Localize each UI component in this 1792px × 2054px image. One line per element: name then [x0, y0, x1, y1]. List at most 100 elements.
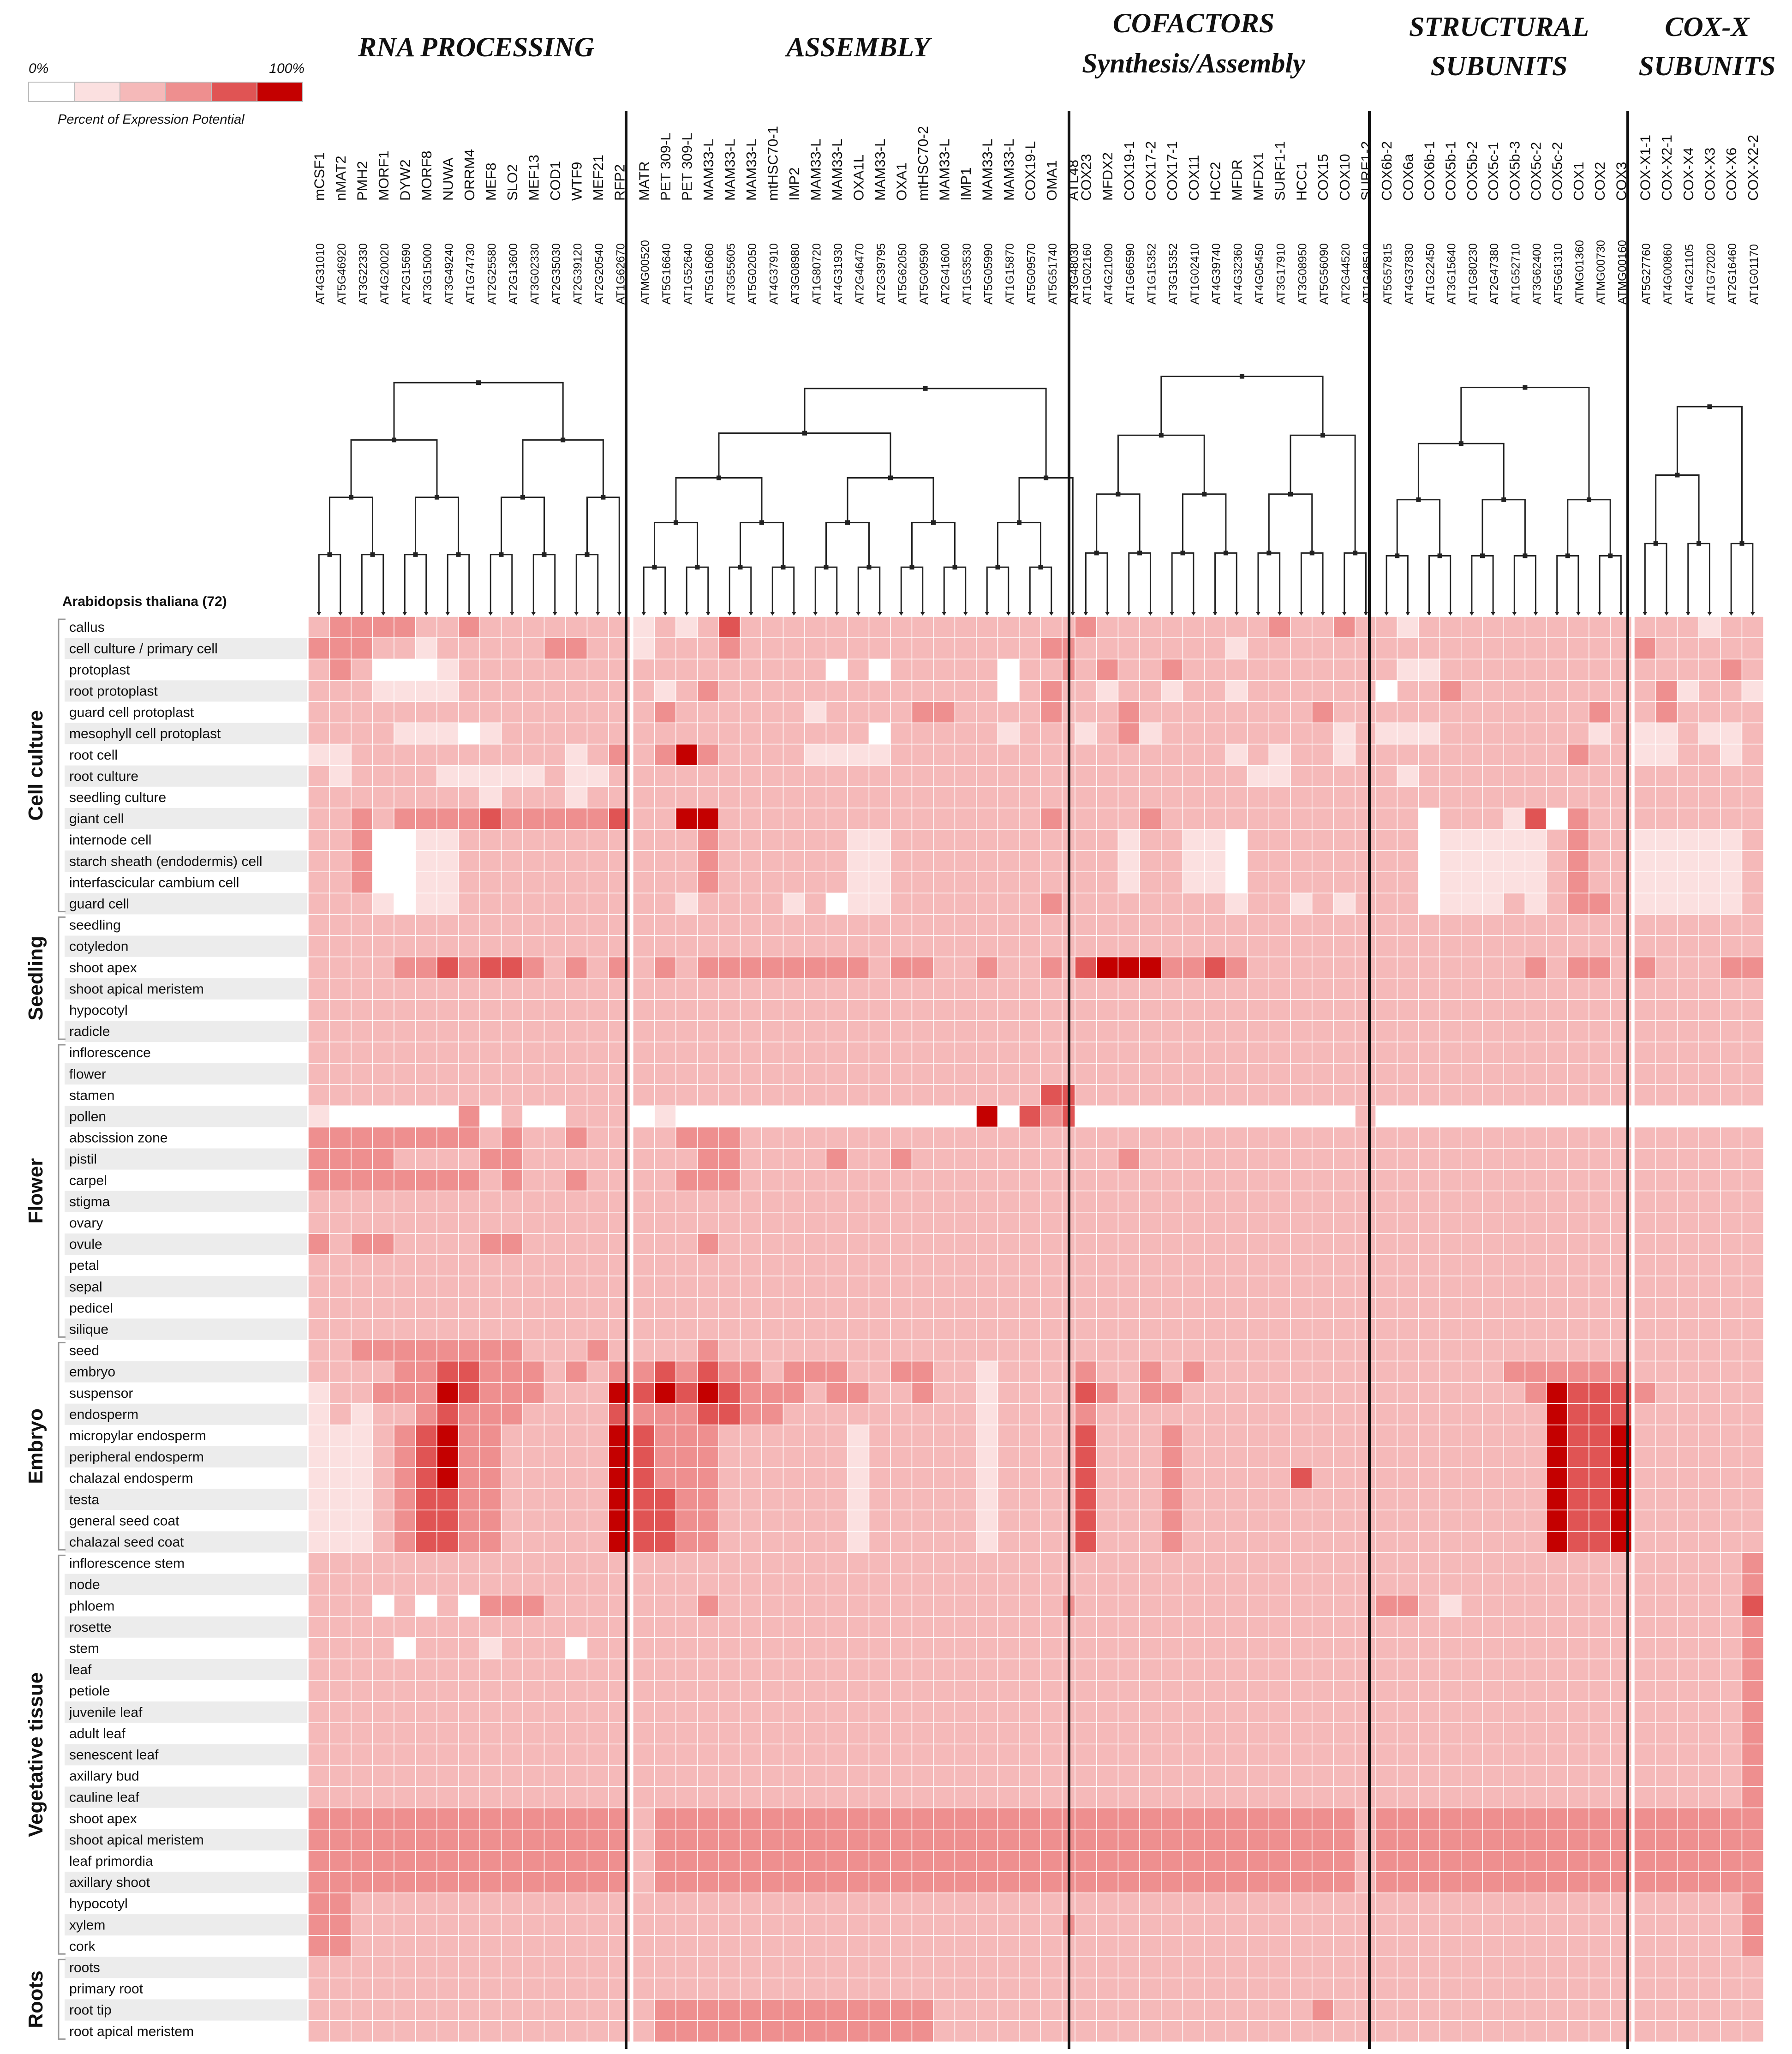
heatmap-cell: [976, 1318, 998, 1341]
heatmap-cell: [1524, 1871, 1547, 1893]
heatmap-cell: [1355, 1573, 1377, 1596]
heatmap-cell: [522, 1892, 545, 1915]
heatmap-cell: [804, 722, 827, 745]
heatmap-cell: [1741, 935, 1764, 958]
heatmap-cell: [415, 1594, 437, 1617]
heatmap-cell: [522, 1999, 545, 2021]
heatmap-cell: [718, 1765, 741, 1787]
heatmap-cell: [1503, 1999, 1526, 2021]
heatmap-cell: [825, 956, 848, 979]
gene-id-label: AT4G05450: [1253, 243, 1266, 305]
heatmap-cell: [1698, 1807, 1721, 1830]
heatmap-cell: [697, 1467, 719, 1489]
heatmap-cell: [1698, 1360, 1721, 1383]
heatmap-cell: [1567, 1722, 1589, 1745]
row-label: radicle: [69, 1024, 110, 1039]
heatmap-cell: [1182, 1105, 1205, 1128]
heatmap-cell: [633, 1552, 655, 1575]
heatmap-cell: [394, 1254, 416, 1276]
heatmap-cell: [976, 1233, 998, 1255]
heatmap-cell: [997, 977, 1020, 1000]
heatmap-cell: [761, 1190, 784, 1213]
heatmap-cell: [544, 1552, 566, 1575]
heatmap-cell: [761, 1659, 784, 1681]
heatmap-cell: [1075, 808, 1097, 830]
heatmap-cell: [1311, 1084, 1334, 1107]
heatmap-cell: [718, 659, 741, 681]
heatmap-cell: [1311, 956, 1334, 979]
heatmap-cell: [740, 1722, 762, 1745]
heatmap-cell: [1397, 701, 1419, 724]
heatmap-cell: [1567, 1594, 1589, 1617]
dendrogram-leaf-marker: [1707, 612, 1712, 616]
heatmap-cell: [1698, 1999, 1721, 2021]
heatmap-cell: [372, 1382, 394, 1404]
heatmap-cell: [458, 1403, 480, 1425]
row-band: [65, 1106, 307, 1127]
heatmap-cell: [1634, 1871, 1656, 1893]
heatmap-cell: [1040, 1914, 1063, 1936]
heatmap-cell: [1546, 1318, 1568, 1341]
heatmap-cell: [1589, 1531, 1611, 1553]
heatmap-cell: [1161, 1446, 1183, 1468]
heatmap-cell: [522, 1573, 545, 1596]
heatmap-cell: [1375, 659, 1398, 681]
heatmap-cell: [479, 999, 502, 1021]
heatmap-cell: [1333, 1169, 1356, 1192]
heatmap-cell: [1311, 1977, 1334, 2000]
heatmap-cell: [1333, 659, 1356, 681]
heatmap-cell: [1418, 1935, 1440, 1958]
heatmap-cell: [372, 1573, 394, 1596]
heatmap-cell: [522, 1509, 545, 1532]
heatmap-cell: [890, 1190, 913, 1213]
heatmap-cell: [1139, 1999, 1162, 2021]
heatmap-cell: [1247, 1318, 1270, 1341]
heatmap-cell: [308, 1680, 330, 1702]
heatmap-cell: [544, 850, 566, 872]
heatmap-cell: [740, 1616, 762, 1638]
heatmap-cell: [501, 1701, 523, 1723]
heatmap-cell: [783, 1063, 805, 1085]
legend-swatch: [165, 82, 212, 102]
heatmap-cell: [351, 1807, 373, 1830]
heatmap-cell: [1397, 1233, 1419, 1255]
heatmap-cell: [1439, 871, 1462, 894]
heatmap-cell: [825, 935, 848, 958]
heatmap-cell: [372, 1488, 394, 1510]
heatmap-cell: [825, 1126, 848, 1149]
heatmap-cell: [351, 701, 373, 724]
heatmap-cell: [1333, 935, 1356, 958]
heatmap-cell: [308, 956, 330, 979]
heatmap-cell: [1204, 1425, 1226, 1447]
heatmap-cell: [761, 637, 784, 659]
heatmap-cell: [1677, 1339, 1699, 1362]
heatmap-cell: [1040, 1425, 1063, 1447]
heatmap-cell: [1225, 1126, 1248, 1149]
heatmap-cell: [1503, 616, 1526, 638]
row-label: chalazal endosperm: [69, 1471, 193, 1486]
heatmap-cell: [1589, 829, 1611, 851]
heatmap-cell: [1397, 1360, 1419, 1383]
heatmap-cell: [1225, 1339, 1248, 1362]
heatmap-cell: [1741, 850, 1764, 872]
dendrogram-node: [476, 380, 481, 385]
heatmap-cell: [1268, 1765, 1291, 1787]
heatmap-cell: [868, 1084, 891, 1107]
dendrogram-leaf-marker: [813, 612, 818, 616]
heatmap-cell: [1247, 1169, 1270, 1192]
heatmap-cell: [783, 1169, 805, 1192]
heatmap-cell: [933, 1169, 956, 1192]
heatmap-cell: [1040, 1297, 1063, 1319]
dendrogram-leaf-marker: [1448, 612, 1453, 616]
heatmap-cell: [1397, 1956, 1419, 1979]
heatmap-cell: [1204, 765, 1226, 787]
heatmap-cell: [1439, 829, 1462, 851]
heatmap-cell: [1546, 1892, 1568, 1915]
heatmap-cell: [1268, 722, 1291, 745]
heatmap-cell: [1075, 1105, 1097, 1128]
heatmap-cell: [761, 1318, 784, 1341]
heatmap-cell: [1698, 1871, 1721, 1893]
heatmap-cell: [1741, 1020, 1764, 1042]
heatmap-cell: [1182, 808, 1205, 830]
heatmap-cell: [1482, 1786, 1504, 1808]
